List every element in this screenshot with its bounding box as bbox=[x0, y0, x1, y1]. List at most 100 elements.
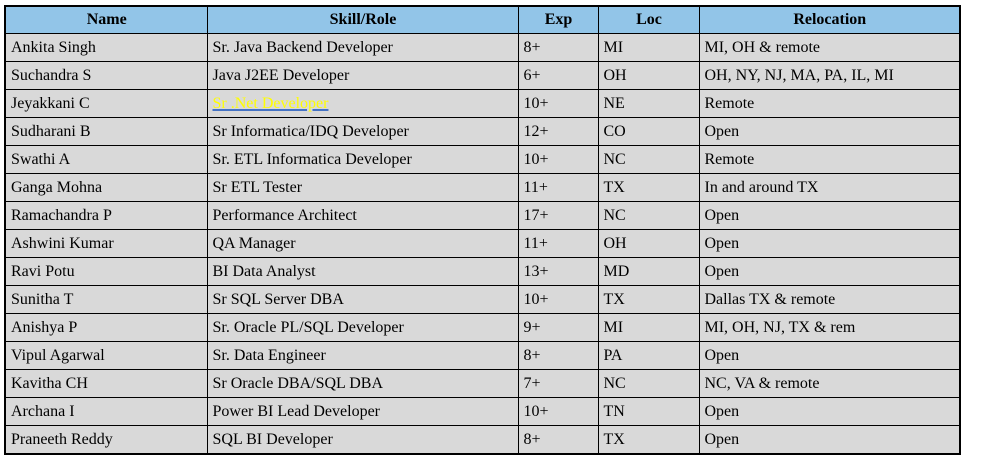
candidates-table-wrapper: Name Skill/Role Exp Loc Relocation Ankit… bbox=[4, 5, 961, 455]
table-row: Swathi A Sr. ETL Informatica Developer 10+… bbox=[4, 145, 961, 174]
cell-loc: NE bbox=[597, 89, 700, 118]
header-row: Name Skill/Role Exp Loc Relocation bbox=[4, 5, 961, 34]
table-row: Ravi Potu BI Data Analyst 13+ MD Open bbox=[4, 257, 961, 286]
table-row: Ganga Mohna Sr ETL Tester 11+ TX In and arou… bbox=[4, 173, 961, 202]
column-header-exp: Exp bbox=[517, 5, 599, 34]
cell-name: Vipul Agarwal bbox=[4, 341, 208, 370]
table-row: Sudharani B Sr Informatica/IDQ Developer 1… bbox=[4, 117, 961, 146]
cell-name: Anishya P bbox=[4, 313, 208, 342]
cell-skill-role: Sr. ETL Informatica Developer bbox=[206, 145, 519, 174]
cell-exp: 9+ bbox=[517, 313, 599, 342]
cell-loc: MD bbox=[597, 257, 700, 286]
cell-exp: 6+ bbox=[517, 61, 599, 90]
table-body: Ankita Singh Sr. Java Backend Developer 8+… bbox=[4, 33, 961, 455]
cell-name: Ganga Mohna bbox=[4, 173, 208, 202]
column-header-name: Name bbox=[4, 5, 208, 34]
cell-relocation: In and around TX bbox=[698, 173, 961, 202]
cell-relocation: MI, OH & remote bbox=[698, 33, 961, 62]
column-header-relocation: Relocation bbox=[698, 5, 961, 34]
cell-exp: 13+ bbox=[517, 257, 599, 286]
cell-skill-role: BI Data Analyst bbox=[206, 257, 519, 286]
cell-name: Swathi A bbox=[4, 145, 208, 174]
cell-relocation: OH, NY, NJ, MA, PA, IL, MI bbox=[698, 61, 961, 90]
table-row: Ashwini Kumar QA Manager 11+ OH Open bbox=[4, 229, 961, 258]
cell-loc: NC bbox=[597, 145, 700, 174]
column-header-loc: Loc bbox=[597, 5, 700, 34]
table-row: Suchandra S Java J2EE Developer 6+ OH OH, NY… bbox=[4, 61, 961, 90]
cell-loc: NC bbox=[597, 369, 700, 398]
candidates-table: Name Skill/Role Exp Loc Relocation Ankit… bbox=[4, 5, 961, 455]
cell-relocation: Open bbox=[698, 201, 961, 230]
cell-relocation: Open bbox=[698, 257, 961, 286]
cell-exp: 10+ bbox=[517, 397, 599, 426]
cell-skill-role: Sr. Java Backend Developer bbox=[206, 33, 519, 62]
cell-skill-role: Sr. Oracle PL/SQL Developer bbox=[206, 313, 519, 342]
table-row: Vipul Agarwal Sr. Data Engineer 8+ PA Open bbox=[4, 341, 961, 370]
cell-loc: NC bbox=[597, 201, 700, 230]
cell-skill-role: Sr SQL Server DBA bbox=[206, 285, 519, 314]
cell-exp: 8+ bbox=[517, 425, 599, 455]
cell-skill-role: Sr Oracle DBA/SQL DBA bbox=[206, 369, 519, 398]
cell-skill-role: QA Manager bbox=[206, 229, 519, 258]
table-row: Jeyakkani C Sr .Net Developer 10+ NE Remote bbox=[4, 89, 961, 118]
table-row: Praneeth Reddy SQL BI Developer 8+ TX Open bbox=[4, 425, 961, 455]
cell-name: Sudharani B bbox=[4, 117, 208, 146]
cell-loc: OH bbox=[597, 61, 700, 90]
cell-name: Ankita Singh bbox=[4, 33, 208, 62]
table-row: Archana I Power BI Lead Developer 10+ TN Ope… bbox=[4, 397, 961, 426]
cell-exp: 11+ bbox=[517, 229, 599, 258]
cell-exp: 10+ bbox=[517, 89, 599, 118]
cell-exp: 17+ bbox=[517, 201, 599, 230]
table-header: Name Skill/Role Exp Loc Relocation bbox=[4, 5, 961, 34]
cell-name: Ashwini Kumar bbox=[4, 229, 208, 258]
cell-relocation: Open bbox=[698, 425, 961, 455]
cell-name: Praneeth Reddy bbox=[4, 425, 208, 455]
cell-exp: 8+ bbox=[517, 33, 599, 62]
cell-name: Kavitha CH bbox=[4, 369, 208, 398]
table-row: Sunitha T Sr SQL Server DBA 10+ TX Dallas TX… bbox=[4, 285, 961, 314]
cell-loc: TN bbox=[597, 397, 700, 426]
cell-loc: TX bbox=[597, 425, 700, 455]
cell-loc: MI bbox=[597, 313, 700, 342]
cell-relocation: NC, VA & remote bbox=[698, 369, 961, 398]
cell-skill-role: SQL BI Developer bbox=[206, 425, 519, 455]
cell-relocation: Open bbox=[698, 341, 961, 370]
cell-relocation: Open bbox=[698, 117, 961, 146]
cell-loc: OH bbox=[597, 229, 700, 258]
cell-name: Ravi Potu bbox=[4, 257, 208, 286]
cell-loc: MI bbox=[597, 33, 700, 62]
cell-skill-role: Sr Informatica/IDQ Developer bbox=[206, 117, 519, 146]
table-row: Ramachandra P Performance Architect 17+ NC O… bbox=[4, 201, 961, 230]
cell-relocation: Open bbox=[698, 397, 961, 426]
cell-relocation: MI, OH, NJ, TX & rem bbox=[698, 313, 961, 342]
cell-skill-role: Sr. Data Engineer bbox=[206, 341, 519, 370]
cell-exp: 12+ bbox=[517, 117, 599, 146]
cell-name: Suchandra S bbox=[4, 61, 208, 90]
column-header-skill-role: Skill/Role bbox=[206, 5, 519, 34]
cell-exp: 8+ bbox=[517, 341, 599, 370]
cell-name: Sunitha T bbox=[4, 285, 208, 314]
cell-skill-role: Java J2EE Developer bbox=[206, 61, 519, 90]
cell-skill-role: Sr .Net Developer bbox=[206, 89, 519, 118]
cell-loc: TX bbox=[597, 173, 700, 202]
cell-exp: 11+ bbox=[517, 173, 599, 202]
skill-link[interactable]: Sr .Net Developer bbox=[212, 94, 329, 112]
cell-loc: PA bbox=[597, 341, 700, 370]
cell-exp: 10+ bbox=[517, 285, 599, 314]
table-row: Ankita Singh Sr. Java Backend Developer 8+… bbox=[4, 33, 961, 62]
cell-skill-role: Power BI Lead Developer bbox=[206, 397, 519, 426]
cell-skill-role: Sr ETL Tester bbox=[206, 173, 519, 202]
cell-relocation: Remote bbox=[698, 145, 961, 174]
cell-exp: 7+ bbox=[517, 369, 599, 398]
cell-loc: TX bbox=[597, 285, 700, 314]
cell-name: Archana I bbox=[4, 397, 208, 426]
cell-relocation: Open bbox=[698, 229, 961, 258]
cell-skill-role: Performance Architect bbox=[206, 201, 519, 230]
table-row: Kavitha CH Sr Oracle DBA/SQL DBA 7+ NC NC, V… bbox=[4, 369, 961, 398]
cell-name: Jeyakkani C bbox=[4, 89, 208, 118]
cell-name: Ramachandra P bbox=[4, 201, 208, 230]
cell-exp: 10+ bbox=[517, 145, 599, 174]
cell-relocation: Remote bbox=[698, 89, 961, 118]
cell-loc: CO bbox=[597, 117, 700, 146]
cell-relocation: Dallas TX & remote bbox=[698, 285, 961, 314]
